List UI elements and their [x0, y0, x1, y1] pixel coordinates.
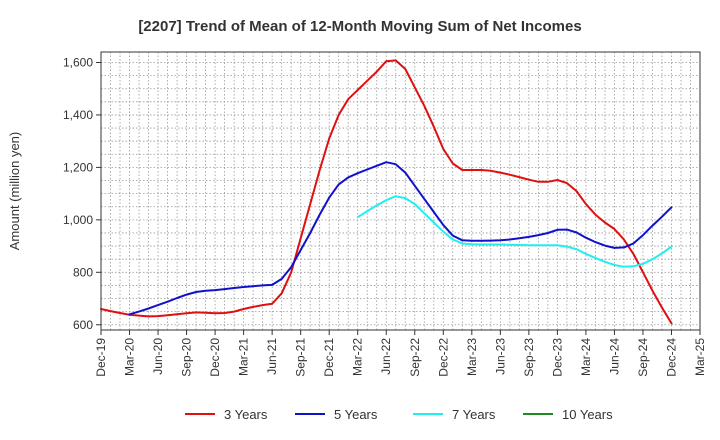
- x-tick-label: Mar-21: [237, 338, 251, 376]
- x-tick-label: Dec-23: [550, 338, 564, 377]
- x-tick-label: Dec-20: [208, 338, 222, 377]
- x-tick-label: Mar-25: [693, 338, 707, 376]
- y-tick-label: 1,600: [63, 55, 93, 69]
- x-tick-label: Sep-20: [180, 338, 194, 377]
- x-tick-label: Dec-24: [664, 338, 678, 377]
- series-line-7-years: [356, 195, 673, 268]
- x-tick-label: Sep-24: [636, 338, 650, 377]
- legend-label: 10 Years: [562, 407, 613, 422]
- series-layer: [100, 59, 673, 325]
- x-tick-label: Dec-19: [94, 338, 108, 377]
- x-tick-label: Sep-21: [294, 338, 308, 377]
- y-tick-label: 1,200: [63, 160, 93, 174]
- chart-title: [2207] Trend of Mean of 12-Month Moving …: [138, 18, 581, 35]
- y-axis-label: Amount (million yen): [7, 132, 22, 251]
- x-tick-label: Dec-21: [322, 338, 336, 377]
- x-tick-label: Jun-20: [151, 338, 165, 375]
- x-tick-label: Jun-22: [379, 338, 393, 375]
- legend-label: 7 Years: [452, 407, 496, 422]
- series-line-3-years: [100, 59, 673, 325]
- x-tick-label: Mar-20: [123, 338, 137, 376]
- x-tick-label: Mar-22: [351, 338, 365, 376]
- legend-label: 5 Years: [334, 407, 378, 422]
- x-tick-label: Mar-23: [465, 338, 479, 376]
- x-tick-label: Jun-21: [265, 338, 279, 375]
- x-tick-label: Jun-24: [607, 338, 621, 375]
- grid: [100, 52, 701, 330]
- y-tick-label: 1,400: [63, 108, 93, 122]
- plot-frame: [100, 51, 701, 331]
- y-tick-label: 600: [73, 318, 93, 332]
- x-tick-label: Mar-24: [579, 338, 593, 376]
- x-tick-label: Sep-22: [408, 338, 422, 377]
- x-tick-label: Dec-22: [436, 338, 450, 377]
- axes: 600 800 1,000 1,200 1,400 1,600 Dec-19 Mar-20 Ju…: [63, 51, 707, 377]
- legend: 3 Years 5 Years 7 Years 10 Years: [185, 407, 613, 422]
- y-tick-label: 800: [73, 265, 93, 279]
- y-tick-label: 1,000: [63, 213, 93, 227]
- legend-label: 3 Years: [224, 407, 268, 422]
- x-tick-label: Jun-23: [493, 338, 507, 375]
- x-tick-label: Sep-23: [522, 338, 536, 377]
- series-line-5-years: [128, 161, 673, 316]
